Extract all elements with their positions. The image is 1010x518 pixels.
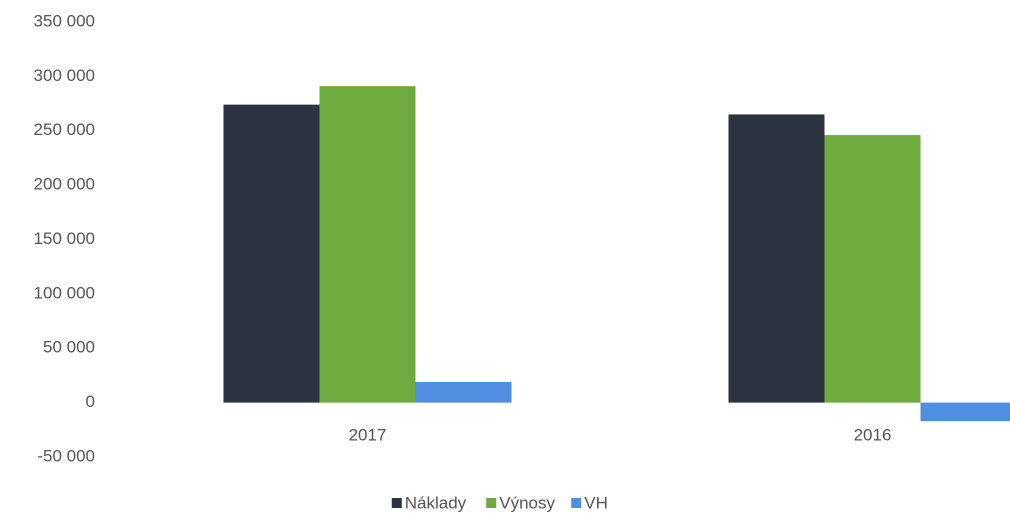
bar: [223, 104, 320, 403]
bar: [319, 86, 416, 403]
bar: [920, 402, 1010, 422]
bar: [728, 114, 825, 403]
legend-label: Náklady: [405, 493, 467, 512]
bar: [415, 381, 512, 403]
y-tick-label: 100 000: [34, 283, 95, 302]
y-tick-label: 0: [86, 392, 95, 411]
x-tick-label: 2017: [349, 425, 387, 444]
bar: [824, 135, 921, 403]
legend-swatch: [486, 498, 497, 508]
y-tick-label: 200 000: [34, 175, 95, 194]
y-tick-label: 250 000: [34, 120, 95, 139]
legend-label: Výnosy: [499, 493, 555, 512]
y-tick-label: 300 000: [34, 66, 95, 85]
y-tick-label: 350 000: [34, 11, 95, 30]
legend-swatch: [571, 498, 582, 508]
y-tick-label: -50 000: [37, 446, 95, 465]
legend-swatch: [391, 498, 402, 508]
y-tick-label: 50 000: [43, 338, 95, 357]
x-tick-label: 2016: [854, 425, 892, 444]
legend-label: VH: [584, 493, 608, 512]
y-tick-label: 150 000: [34, 229, 95, 248]
